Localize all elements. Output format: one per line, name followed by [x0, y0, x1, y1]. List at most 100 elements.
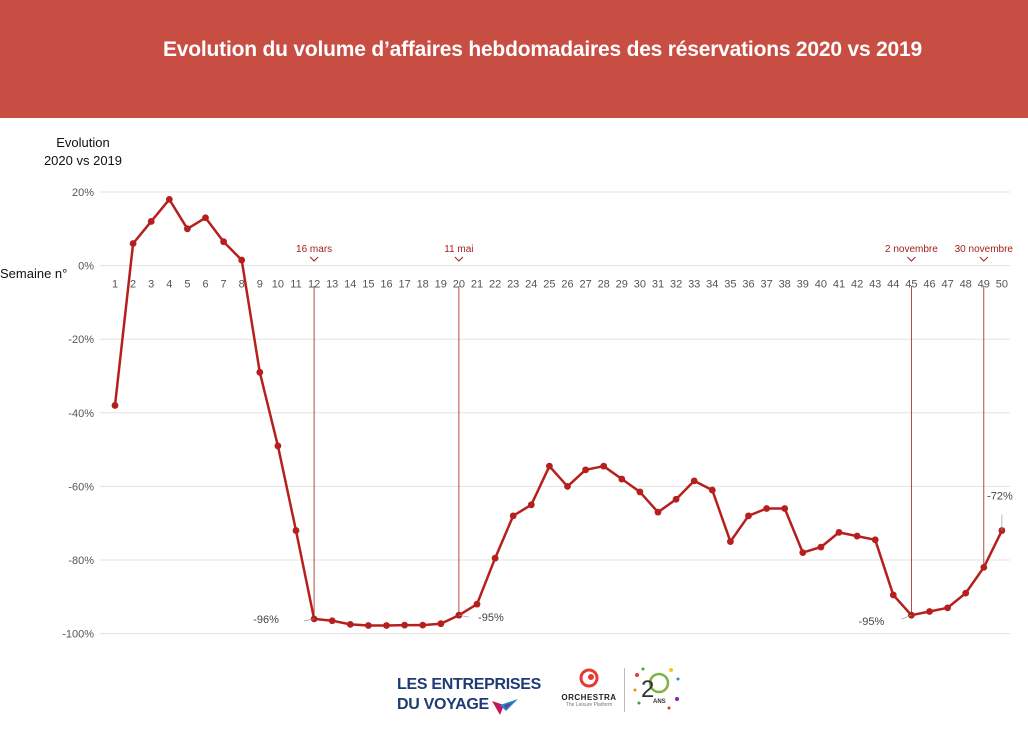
- data-point: [799, 549, 807, 557]
- y-tick-label: -20%: [68, 334, 94, 346]
- data-point: [618, 475, 626, 483]
- y-axis-title-line-2: 2020 vs 2019: [43, 153, 123, 168]
- annotation-marker: [454, 256, 464, 262]
- orchestra-swirl-icon: [579, 668, 599, 688]
- orchestra-name: ORCHESTRA: [561, 693, 617, 702]
- x-tick-label: 2: [130, 279, 136, 291]
- x-tick-label: 20: [453, 279, 465, 291]
- y-tick-label: -80%: [68, 555, 94, 567]
- data-point: [708, 486, 716, 494]
- y-tick-label: -60%: [68, 481, 94, 493]
- data-point: [437, 620, 445, 628]
- data-point: [401, 621, 408, 629]
- x-tick-label: 13: [326, 279, 338, 291]
- x-tick-label: 24: [525, 279, 537, 291]
- data-point: [238, 256, 246, 264]
- anniversary-badge: 2 ANS: [633, 667, 680, 710]
- x-tick-label: 8: [239, 279, 245, 291]
- x-tick-label: 9: [257, 279, 263, 291]
- data-point: [889, 591, 897, 599]
- data-point: [672, 495, 680, 503]
- orchestra-logo: ORCHESTRA The Leisure Platform: [556, 668, 622, 708]
- header-banner: Evolution du volume d’affaires hebdomada…: [0, 0, 1028, 118]
- data-point: [962, 589, 970, 597]
- logo-divider: [624, 668, 625, 712]
- data-point: [817, 543, 825, 551]
- y-axis-title: Evolution 2020 vs 2019: [30, 134, 136, 170]
- annotation-marker: [979, 256, 989, 262]
- data-point: [636, 488, 644, 496]
- data-point: [455, 611, 463, 619]
- x-tick-label: 40: [815, 279, 827, 291]
- x-tick-label: 21: [471, 279, 483, 291]
- logo-text-line-1: LES ENTREPRISES: [397, 676, 541, 693]
- x-tick-label: 17: [398, 279, 410, 291]
- x-tick-label: 39: [797, 279, 809, 291]
- data-point: [147, 218, 155, 225]
- x-tick-label: 23: [507, 279, 519, 291]
- data-point: [328, 617, 336, 625]
- data-point: [908, 611, 915, 619]
- data-point: [184, 225, 191, 233]
- annotation-label: 2 novembre: [885, 244, 938, 255]
- annotation-label: 16 mars: [296, 244, 332, 255]
- data-point: [727, 538, 734, 545]
- x-tick-label: 36: [742, 279, 754, 291]
- x-tick-label: 1: [112, 279, 118, 291]
- data-point: [654, 508, 662, 516]
- x-tick-label: 43: [869, 279, 881, 291]
- x-tick-label: 29: [616, 279, 628, 291]
- x-tick-label: 7: [221, 279, 227, 291]
- x-tick-label: 48: [960, 279, 972, 291]
- x-tick-label: 14: [344, 279, 356, 291]
- x-tick-label: 19: [435, 279, 447, 291]
- x-tick-label: 46: [923, 279, 935, 291]
- anniversary-unit: ANS: [653, 699, 666, 705]
- x-tick-label: 16: [380, 279, 392, 291]
- data-point: [690, 477, 698, 485]
- data-label: -95%: [859, 616, 885, 628]
- x-tick-label: 28: [598, 279, 610, 291]
- x-tick-label: 10: [272, 279, 284, 291]
- data-point: [527, 501, 535, 509]
- x-tick-label: 15: [362, 279, 374, 291]
- data-point: [165, 195, 173, 203]
- data-point: [763, 505, 770, 512]
- x-tick-label: 42: [851, 279, 863, 291]
- x-tick-label: 44: [887, 279, 899, 291]
- data-point: [274, 442, 282, 450]
- x-tick-label: 32: [670, 279, 682, 291]
- data-label: -95%: [478, 612, 504, 624]
- data-point: [129, 240, 137, 247]
- x-tick-label: 18: [417, 279, 429, 291]
- data-point: [365, 622, 372, 629]
- logo-text-line-2: DU VOYAGE: [397, 696, 489, 713]
- data-point: [926, 608, 933, 615]
- data-label: -72%: [987, 491, 1013, 503]
- x-tick-label: 6: [202, 279, 208, 291]
- data-point: [419, 621, 427, 629]
- page-title: Evolution du volume d’affaires hebdomada…: [162, 38, 922, 61]
- data-point: [383, 622, 390, 629]
- x-tick-label: 35: [724, 279, 736, 291]
- x-tick-label: 5: [184, 279, 190, 291]
- x-tick-label: 26: [561, 279, 573, 291]
- x-tick-label: 34: [706, 279, 718, 291]
- data-point: [256, 368, 264, 376]
- y-tick-label: -40%: [68, 408, 94, 420]
- x-tick-label: 49: [978, 279, 990, 291]
- data-point: [111, 402, 119, 409]
- x-tick-label: 38: [779, 279, 791, 291]
- data-point: [944, 604, 951, 612]
- x-tick-label: 30: [634, 279, 646, 291]
- y-tick-label: -100%: [62, 629, 94, 641]
- x-tick-label: 22: [489, 279, 501, 291]
- x-axis-title: Semaine n°: [0, 266, 68, 281]
- annotation-label: 30 novembre: [955, 244, 1014, 255]
- x-tick-label: 41: [833, 279, 845, 291]
- anniversary-confetti-icon: [633, 667, 680, 710]
- data-label-leader: [304, 618, 315, 622]
- x-tick-label: 27: [579, 279, 591, 291]
- data-point: [546, 462, 553, 470]
